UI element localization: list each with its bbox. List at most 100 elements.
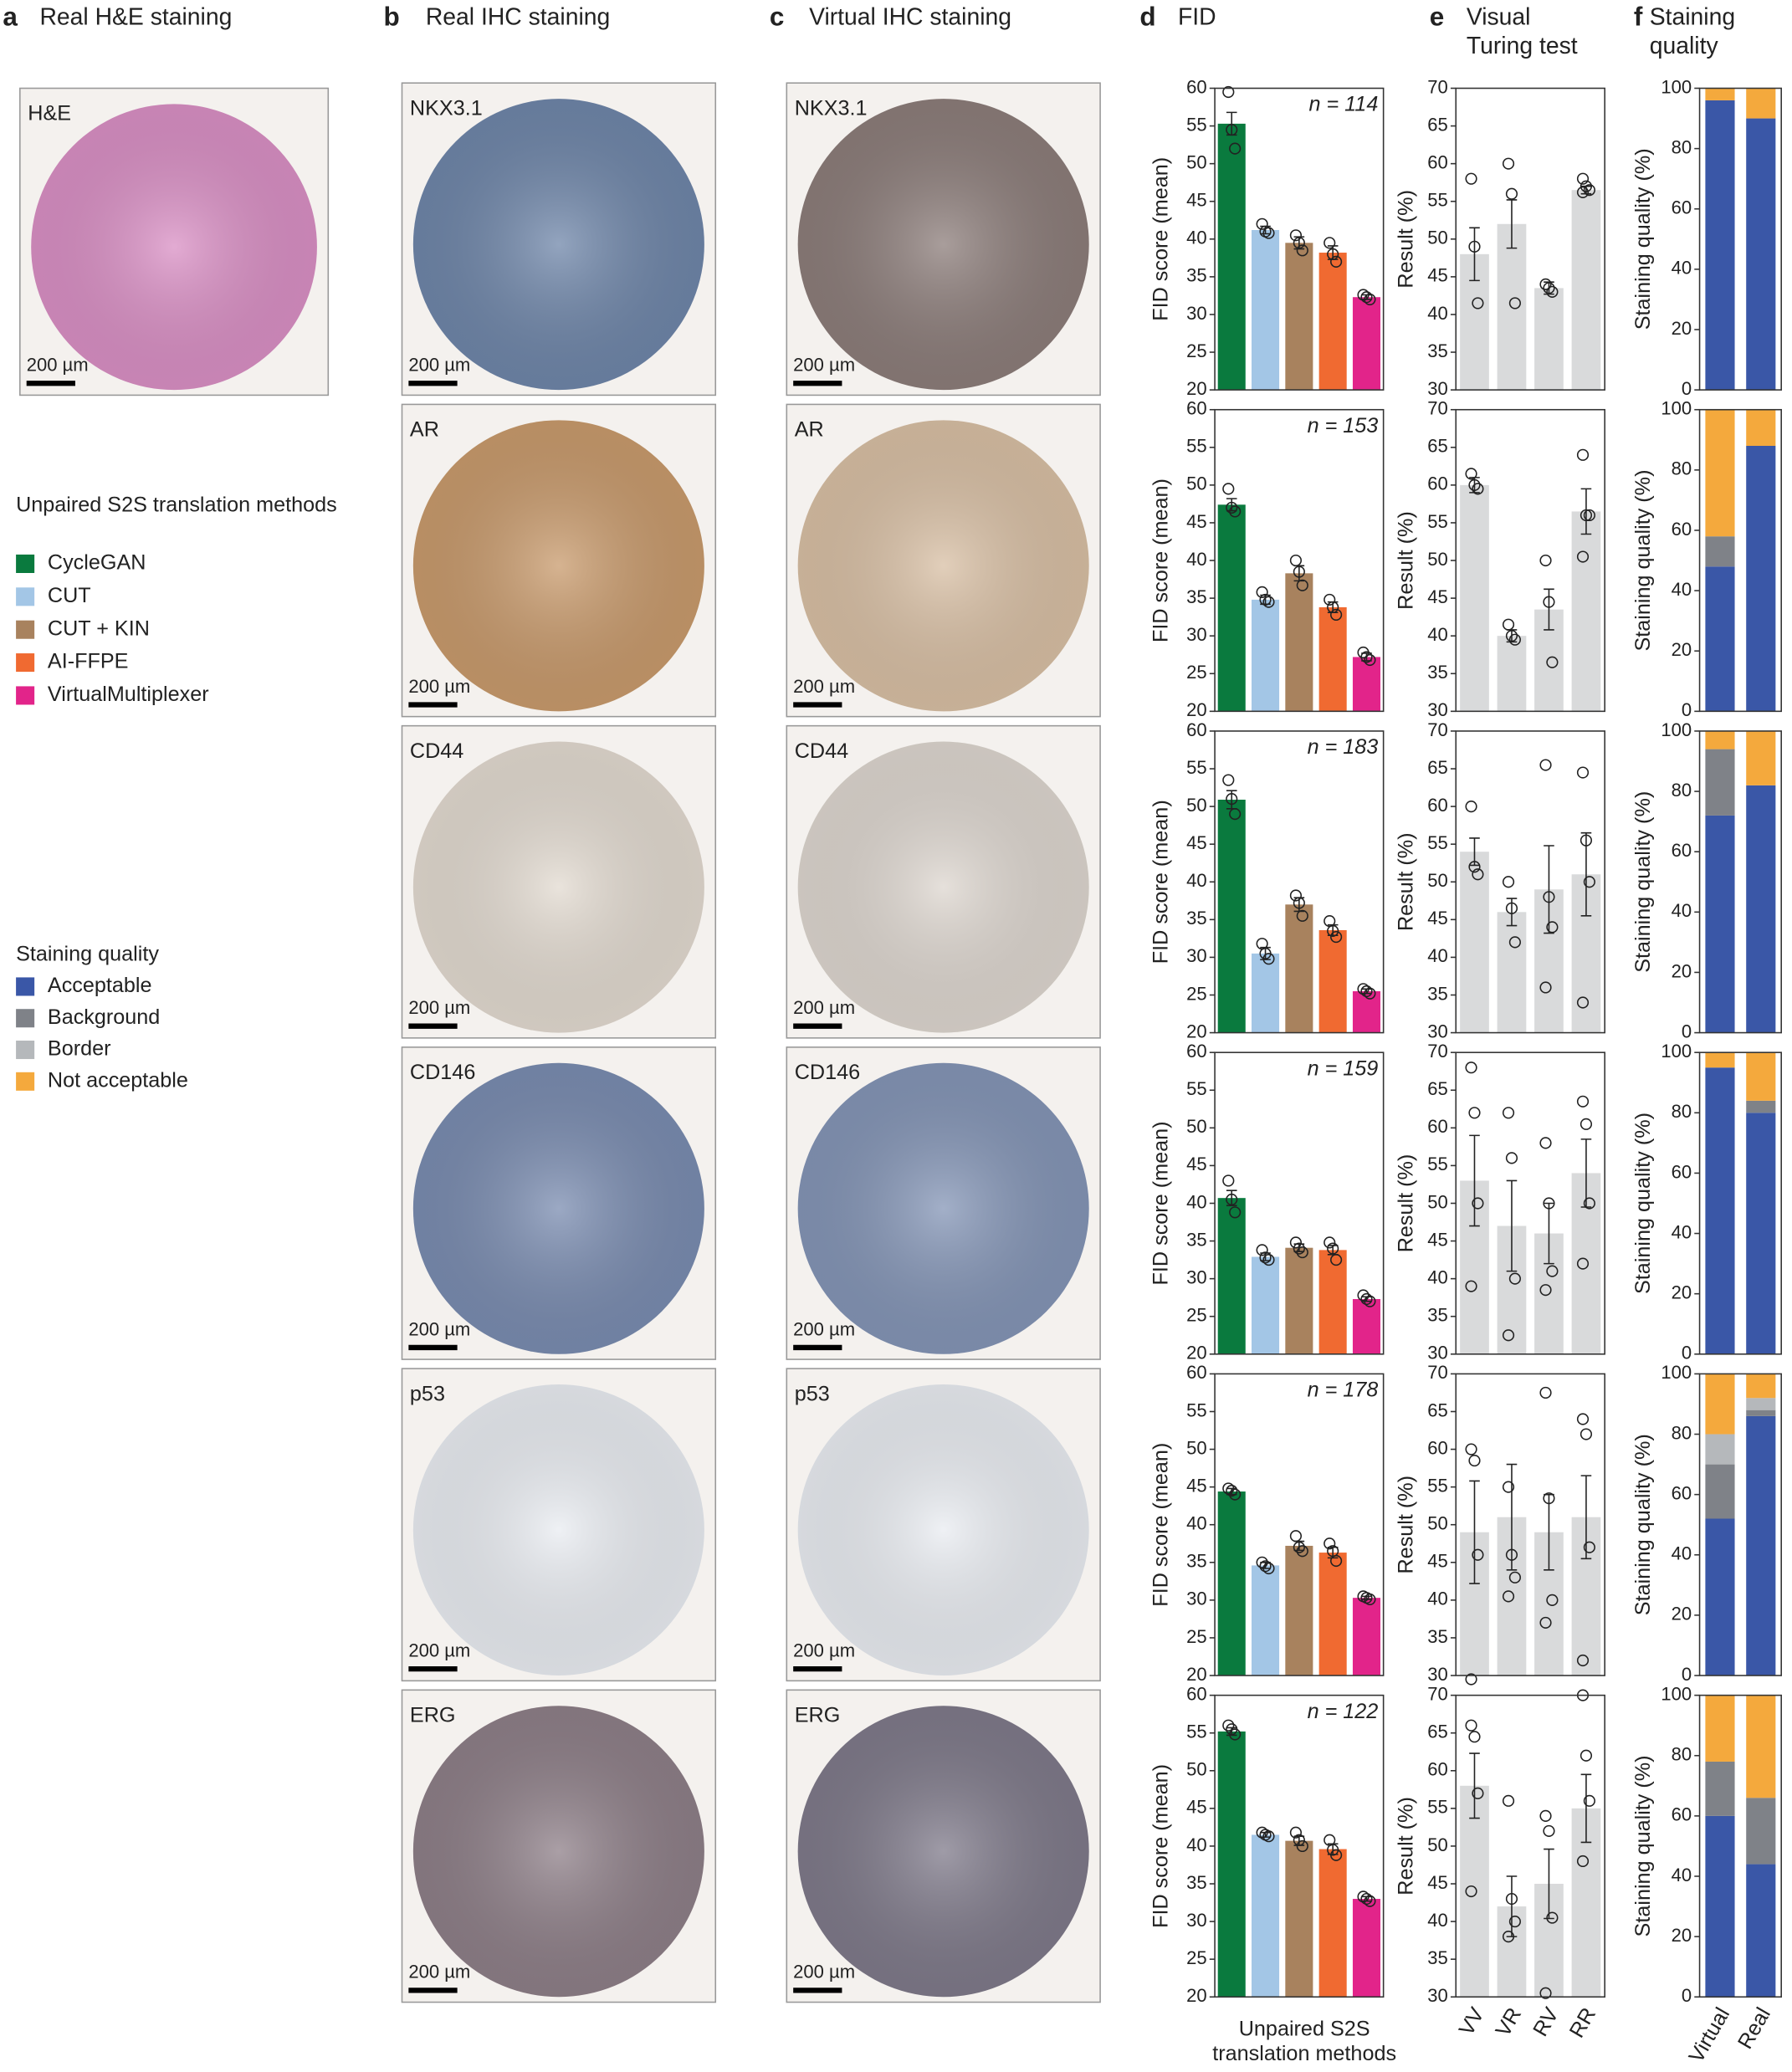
y-tick-label: 55 [1186, 436, 1207, 457]
y-tick-label: 55 [1427, 1154, 1448, 1174]
error-bar [1469, 1480, 1480, 1584]
scale-bar-label: 200 µm [408, 355, 470, 376]
bar [1252, 599, 1280, 712]
data-point [1539, 1137, 1552, 1149]
y-tick-label: 65 [1427, 1399, 1448, 1420]
data-point [1505, 1152, 1518, 1164]
data-point [1539, 1284, 1552, 1297]
bar-segment [1705, 1374, 1735, 1435]
error-bar [1506, 1179, 1518, 1272]
panel-letter: b [383, 1, 399, 31]
data-point [1229, 142, 1242, 155]
tissue-texture [412, 99, 704, 391]
y-tick-label: 45 [1427, 586, 1448, 607]
data-point [1472, 1197, 1484, 1210]
error-bar [1580, 1773, 1592, 1844]
y-tick-label: 40 [1427, 303, 1448, 324]
data-point [1324, 1236, 1336, 1249]
error-bar [1469, 1134, 1480, 1227]
y-tick-label: 40 [1186, 1191, 1207, 1212]
y-tick-label: 65 [1427, 114, 1448, 135]
y-tick-label: 45 [1186, 511, 1207, 532]
error-bar [1544, 1848, 1554, 1920]
scale-bar-label: 200 µm [408, 1318, 470, 1339]
data-point [1364, 293, 1376, 306]
bar-segment [1705, 536, 1735, 567]
tissue-texture [412, 741, 704, 1033]
bar [1252, 1834, 1280, 1998]
data-point [1543, 596, 1555, 608]
data-point [1472, 1787, 1484, 1799]
legend-label: Background [48, 1005, 160, 1029]
y-tick-label: 55 [1186, 114, 1207, 135]
data-point [1576, 186, 1590, 198]
y-tick-label: 50 [1427, 1834, 1448, 1855]
data-point [1360, 651, 1373, 663]
y-tick-label: 40 [1186, 870, 1207, 891]
data-point [1327, 601, 1339, 614]
scale-bar-label: 200 µm [793, 676, 855, 697]
data-point [1546, 1911, 1559, 1924]
data-point [1576, 766, 1590, 779]
y-tick-label: 20 [1672, 639, 1692, 660]
bar [1252, 953, 1280, 1033]
data-point [1226, 1485, 1238, 1497]
y-tick-label: 30 [1186, 624, 1207, 645]
data-point [1576, 550, 1590, 563]
y-tick-label: 100 [1661, 1041, 1692, 1062]
y-tick-label: 100 [1661, 76, 1692, 97]
y-tick-label: 0 [1682, 1664, 1692, 1685]
y-tick-label: 60 [1427, 1116, 1448, 1137]
plot-frame [1455, 87, 1605, 391]
plot-frame [1698, 730, 1782, 1034]
error-bar [1469, 1752, 1480, 1819]
data-point [1296, 1246, 1308, 1259]
y-tick-label: 45 [1186, 1475, 1207, 1496]
data-point [1330, 1254, 1343, 1266]
data-point [1539, 554, 1552, 567]
bar [1285, 904, 1313, 1033]
y-tick-label: 30 [1186, 303, 1207, 324]
data-point [1583, 876, 1595, 888]
plot-frame [1455, 1694, 1605, 1998]
error-bar [1506, 1875, 1518, 1937]
image-label: AR [795, 418, 824, 442]
error-bar [1544, 1202, 1554, 1265]
bar [1252, 1256, 1280, 1354]
data-point [1256, 1826, 1268, 1839]
data-point [1330, 1849, 1343, 1861]
data-point [1259, 593, 1272, 606]
data-point [1262, 953, 1275, 965]
data-point [1293, 897, 1305, 909]
data-point [1502, 157, 1515, 170]
data-point [1229, 808, 1242, 821]
legend-swatch [16, 653, 35, 673]
y-tick-label: 80 [1672, 1101, 1692, 1122]
y-tick-label: 40 [1672, 900, 1692, 921]
data-point [1502, 1931, 1515, 1943]
y-tick-label: 25 [1186, 1305, 1207, 1326]
error-bar [1506, 199, 1518, 249]
data-point [1580, 1428, 1593, 1440]
panel-letter: f [1634, 1, 1643, 31]
error-bar [1506, 1463, 1518, 1571]
image-label: p53 [410, 1382, 445, 1405]
y-tick-label: 45 [1427, 1872, 1448, 1893]
bar [1460, 1785, 1489, 1998]
tissue-texture [412, 1384, 704, 1676]
bar [1318, 1849, 1347, 1998]
data-point [1324, 237, 1336, 249]
y-tick-label: 40 [1672, 579, 1692, 600]
y-tick-label: 50 [1186, 1759, 1207, 1780]
error-bar [1361, 1595, 1372, 1600]
data-point [1505, 902, 1518, 914]
data-point [1546, 1265, 1559, 1277]
y-tick-label: 20 [1186, 1021, 1207, 1041]
scale-bar-label: 200 µm [793, 997, 855, 1018]
y-tick-label: 40 [1672, 1221, 1692, 1242]
bar [1352, 1298, 1381, 1354]
scale-bar-label: 200 µm [27, 355, 89, 376]
y-tick-label: 60 [1186, 1362, 1207, 1383]
bar [1217, 799, 1246, 1033]
y-axis-label: Staining quality (%) [1631, 1755, 1655, 1936]
